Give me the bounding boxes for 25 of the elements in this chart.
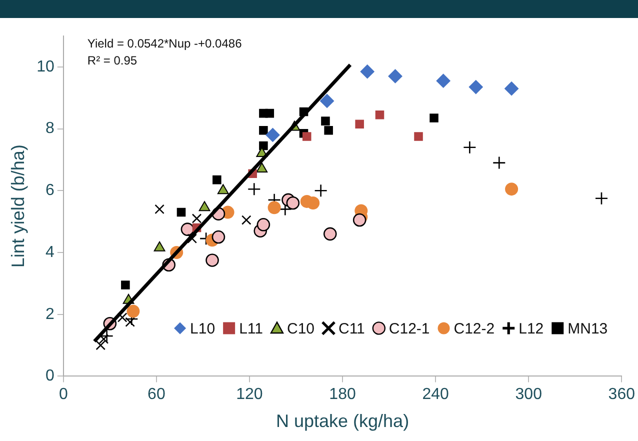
legend-label: L12 — [518, 320, 544, 338]
legend-label: MN13 — [568, 320, 608, 338]
legend-label: C12-1 — [388, 320, 430, 338]
x-tick-label: 180 — [329, 386, 356, 404]
x-axis-title: N uptake (kg/ha) — [276, 411, 410, 432]
annotation: R² = 0.95 — [87, 53, 138, 68]
x-tick-label: 0 — [58, 386, 68, 404]
annotation: Yield = 0.0542*Nup -+0.0486 — [87, 36, 242, 50]
legend-label: L10 — [190, 320, 216, 338]
y-tick-label: 10 — [36, 58, 54, 76]
legend-label: L11 — [239, 320, 263, 338]
y-tick-label: 0 — [45, 368, 54, 385]
x-tick-label: 300 — [515, 386, 542, 404]
y-tick-label: 6 — [45, 182, 54, 200]
y-axis-title: Lint yield (b/ha) — [8, 144, 28, 268]
legend-label: C10 — [286, 320, 315, 338]
y-tick-label: 8 — [45, 120, 54, 138]
x-tick-label: 60 — [148, 386, 166, 404]
legend-label: C12-2 — [454, 320, 495, 338]
y-tick-label: 4 — [45, 244, 54, 261]
x-tick-label: 120 — [236, 386, 263, 404]
x-tick-label: 240 — [422, 386, 450, 404]
legend-label: C11 — [338, 320, 365, 338]
x-tick-label: 360 — [608, 386, 636, 404]
y-tick-label: 2 — [45, 306, 54, 323]
